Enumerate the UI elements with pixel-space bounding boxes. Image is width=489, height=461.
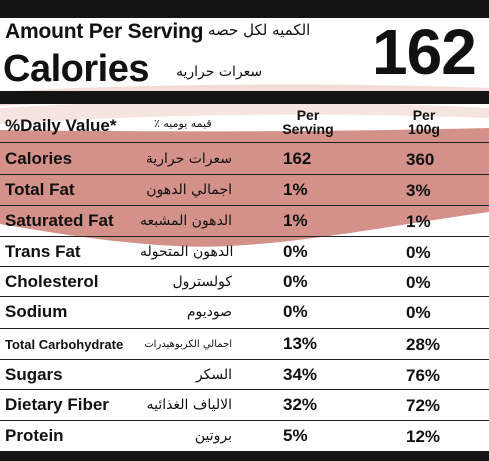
top-bar <box>0 0 489 18</box>
row-divider <box>0 236 489 237</box>
table-row: Total Fat اجمالي الدهون 1% 3% <box>0 174 489 205</box>
calories-heading-ar: سعرات حراريه <box>176 64 263 80</box>
per-serving-value: 1% <box>283 211 308 230</box>
per-100g-value: 0% <box>406 243 431 262</box>
nutrient-name-ar: اجمالي الدهون <box>146 182 232 198</box>
swoosh-light-upper <box>0 101 489 124</box>
table-row: Protein بروتين 5% 12% <box>0 420 489 451</box>
nutrient-name: Total Carbohydrate <box>5 337 124 352</box>
nutrient-name-ar: الدهون المشبعه <box>140 213 233 229</box>
header-divider-bar <box>0 91 489 104</box>
amount-per-serving-label-ar: الكميه لكل حصه <box>208 21 311 39</box>
row-divider <box>0 296 489 297</box>
nutrient-name: Protein <box>5 426 64 445</box>
per-100g-value: 76% <box>406 366 441 385</box>
nutrient-name: Saturated Fat <box>5 211 114 230</box>
per-serving-value: 162 <box>283 149 312 168</box>
per-100g-value: 1% <box>406 212 431 231</box>
table-row: Sugars السكر 34% 76% <box>0 359 489 390</box>
nutrient-name-ar: صوديوم <box>186 304 232 320</box>
per-serving-value: 32% <box>283 395 318 414</box>
nutrient-name: Sodium <box>5 302 68 321</box>
row-divider <box>0 266 489 267</box>
table-row: Sodium صوديوم 0% 0% <box>0 296 489 327</box>
table-row: Dietary Fiber الالياف الغذائيه 32% 72% <box>0 389 489 420</box>
row-divider <box>0 389 489 390</box>
nutrient-name: Trans Fat <box>5 242 81 261</box>
nutrient-name-ar: السكر <box>195 367 232 383</box>
table-row: Saturated Fat الدهون المشبعه 1% 1% <box>0 205 489 236</box>
nutrient-name-ar: سعرات حرارية <box>145 151 232 167</box>
nutrient-name: Sugars <box>5 365 63 384</box>
nutrient-name: Total Fat <box>5 180 75 199</box>
per-100g-value: 0% <box>406 273 431 292</box>
per-serving-value: 34% <box>283 365 318 384</box>
per-100g-value: 72% <box>406 396 441 415</box>
swoosh-dark <box>0 128 489 247</box>
bottom-bar <box>0 451 489 461</box>
nutrient-name-ar: الدهون المتحوله <box>140 244 234 260</box>
per-serving-value: 5% <box>283 426 308 445</box>
nutrient-name-ar: بروتين <box>194 428 232 444</box>
per-100g-value: 360 <box>406 150 435 169</box>
table-row: Total Carbohydrate اجمالي الكربوهيدرات 13%… <box>0 328 489 359</box>
per-100g-value: 12% <box>406 427 441 446</box>
nutrient-name-ar: اجمالي الكربوهيدرات <box>144 339 232 350</box>
table-row: Calories سعرات حرارية 162 360 <box>0 143 489 174</box>
nutrient-name: Dietary Fiber <box>5 395 109 414</box>
daily-value-label-ar: ٪ قيمه يوميه <box>154 117 212 130</box>
row-divider <box>0 328 489 329</box>
row-divider <box>0 205 489 206</box>
row-divider <box>0 420 489 421</box>
column-header-per-100g: Per 100g <box>408 107 440 137</box>
amount-per-serving-label: Amount Per Serving <box>5 20 204 43</box>
nutrient-name-ar: الالياف الغذائيه <box>146 397 232 413</box>
per-100g-value: 0% <box>406 303 431 322</box>
row-divider <box>0 359 489 360</box>
per-serving-value: 0% <box>283 242 308 261</box>
table-row: Trans Fat الدهون المتحوله 0% 0% <box>0 236 489 267</box>
nutrient-name-ar: كولسترول <box>172 274 232 290</box>
daily-value-label: %Daily Value* <box>5 116 117 135</box>
per-100g-value: 3% <box>406 181 431 200</box>
table-row: Cholesterol كولسترول 0% 0% <box>0 266 489 297</box>
calories-value: 162 <box>372 16 477 88</box>
column-header-per-serving: Per Serving <box>282 107 334 137</box>
nutrient-name: Calories <box>5 149 73 168</box>
table-header-divider <box>0 142 489 143</box>
per-serving-value: 0% <box>283 302 308 321</box>
row-divider <box>0 174 489 175</box>
per-serving-value: 13% <box>283 334 318 353</box>
per-100g-value: 28% <box>406 335 441 354</box>
nutrient-name: Cholesterol <box>5 272 99 291</box>
per-serving-value: 0% <box>283 272 308 291</box>
per-serving-value: 1% <box>283 180 308 199</box>
calories-heading: Calories <box>3 48 149 90</box>
